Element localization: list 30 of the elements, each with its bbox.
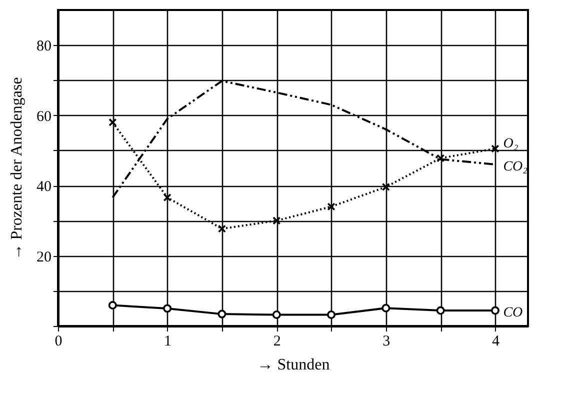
point	[382, 304, 390, 312]
x-tick-label: 3	[382, 334, 390, 350]
point	[163, 193, 172, 202]
point	[163, 304, 172, 313]
point	[108, 301, 117, 310]
series-label: O₂	[503, 136, 518, 152]
point	[327, 310, 336, 320]
point	[436, 154, 445, 162]
x-tick-label: 1	[164, 334, 172, 350]
point	[272, 310, 281, 320]
x-tick-label: 0	[54, 334, 62, 350]
series-label: CO	[503, 306, 523, 321]
point	[272, 216, 281, 225]
y-axis-title: → Prozente der Anodengase	[8, 77, 26, 260]
point	[108, 118, 117, 126]
y-tick-label: 40	[36, 179, 52, 196]
x-tick-label: 2	[273, 334, 281, 350]
y-tick-label: 20	[36, 249, 52, 266]
point	[218, 310, 226, 318]
point	[491, 144, 500, 153]
x-axis-title: → Stunden	[257, 356, 330, 374]
y-tick-label: 60	[36, 108, 52, 125]
point	[490, 306, 500, 315]
point	[218, 224, 226, 233]
series-label: CO₂	[503, 159, 528, 174]
y-tick-label: 80	[36, 38, 52, 55]
point	[382, 182, 390, 192]
point	[327, 202, 336, 211]
point	[436, 306, 445, 315]
x-tick-label: 4	[492, 334, 500, 350]
